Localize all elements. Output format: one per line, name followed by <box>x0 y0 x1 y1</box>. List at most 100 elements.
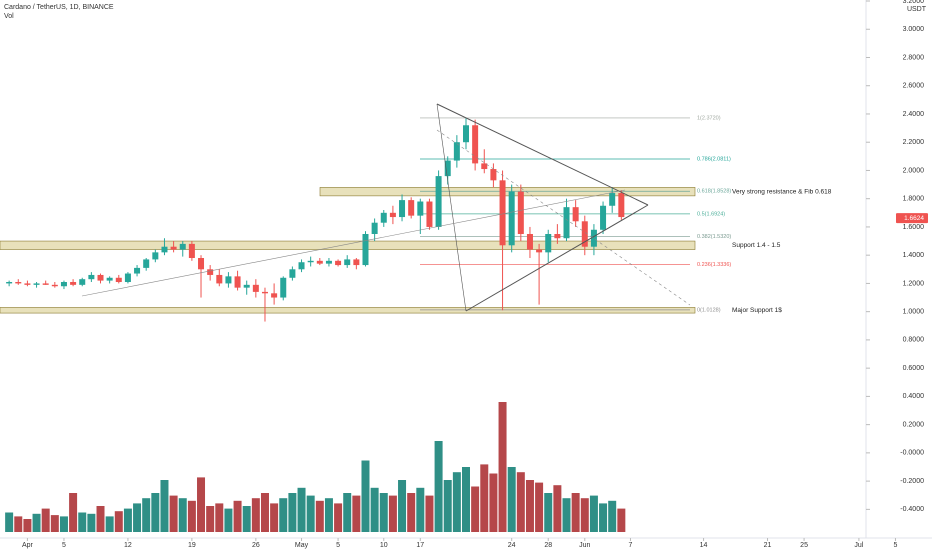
volume-bar <box>133 503 142 532</box>
candle-body <box>143 259 150 268</box>
volume-bar <box>270 503 279 532</box>
volume-bar <box>425 495 434 532</box>
candle-body <box>307 260 314 263</box>
fib-label: 0.236(1.3336) <box>697 262 731 268</box>
x-tick-label: 25 <box>800 542 808 549</box>
candle-body <box>88 274 95 280</box>
candle-body <box>179 243 186 250</box>
candle-body <box>225 276 232 284</box>
candle-body <box>435 176 442 227</box>
volume-bar <box>260 493 269 532</box>
candle-body <box>42 283 49 285</box>
candle-body <box>408 200 415 216</box>
volume-bar <box>142 498 151 532</box>
candle-body <box>581 221 588 247</box>
y-tick-label: 0.4000 <box>903 393 925 400</box>
trend-line <box>81 189 626 297</box>
candle-body <box>499 180 506 246</box>
candle-body <box>79 279 86 285</box>
candle-body <box>298 262 305 270</box>
volume-bar <box>69 493 78 532</box>
candle-body <box>134 267 141 274</box>
volume-bar <box>516 472 525 532</box>
x-tick-label: 14 <box>700 542 708 549</box>
volume-bar <box>178 498 187 532</box>
x-tick-label: 24 <box>508 542 516 549</box>
candle-body <box>15 282 22 284</box>
y-tick-label: 0.2000 <box>903 421 925 428</box>
volume-bar <box>324 498 333 532</box>
volume-bar <box>535 482 544 532</box>
fib-label: 0.786(2.0811) <box>697 156 731 162</box>
volume-bar <box>315 500 324 532</box>
x-tick-label: 5 <box>893 542 897 549</box>
candle-body <box>97 274 104 281</box>
candle-body <box>399 200 406 218</box>
candle-body <box>252 284 259 292</box>
volume-bar <box>462 467 470 532</box>
volume-bar <box>242 506 251 532</box>
zone-label: Support 1.4 - 1.5 <box>732 242 781 249</box>
y-tick-label: -0.4000 <box>900 506 924 513</box>
candle-body <box>618 193 625 218</box>
volume-bar <box>96 506 105 532</box>
candle-body <box>380 212 387 223</box>
candle-body <box>590 229 597 247</box>
volume-bar <box>571 493 580 532</box>
triangle-edge <box>436 103 649 206</box>
volume-bar <box>197 477 206 532</box>
volume-bar <box>352 495 361 532</box>
candle-body <box>280 277 287 298</box>
candle-body <box>490 169 497 181</box>
candle-body <box>106 277 113 281</box>
y-tick-label: -0.2000 <box>900 478 924 485</box>
candle-body <box>70 282 77 285</box>
x-tick-label: 28 <box>544 542 552 549</box>
volume-bar <box>114 511 123 532</box>
y-tick-label: 1.6000 <box>903 224 925 231</box>
y-tick-label: -0.0000 <box>900 450 924 457</box>
candle-body <box>51 284 58 287</box>
fib-label: 0.382(1.5320) <box>697 234 731 240</box>
zone <box>0 307 696 314</box>
fib-label: 0(1.0128) <box>697 307 721 313</box>
volume-bar <box>443 480 452 532</box>
candle-body <box>24 283 31 285</box>
y-tick-label: 2.4000 <box>903 111 925 118</box>
chart-title: Cardano / TetherUS, 1D, BINANCE <box>4 4 114 11</box>
volume-bar <box>480 464 489 532</box>
volume-bar <box>379 493 388 532</box>
y-tick-label: 0.8000 <box>903 337 925 344</box>
candle-body <box>198 258 205 270</box>
volume-bar <box>169 495 178 532</box>
volume-bar <box>361 460 370 532</box>
y-tick-label: 1.2000 <box>903 280 925 287</box>
y-tick-label: 3.2000 <box>903 0 925 5</box>
candle-body <box>453 142 460 161</box>
x-tick-label: Apr <box>22 542 34 549</box>
candle-body <box>188 243 195 259</box>
candle-body <box>481 163 488 170</box>
price-badge-label: 1.6624 <box>904 215 924 222</box>
x-tick-label: 10 <box>380 542 388 549</box>
candle-body <box>600 205 607 230</box>
candle-body <box>472 125 479 164</box>
volume-bar <box>59 516 68 532</box>
candle-body <box>526 233 533 250</box>
x-tick-label: 12 <box>124 542 132 549</box>
candle-body <box>271 293 278 298</box>
volume-bar <box>5 512 14 532</box>
candle-body <box>517 191 524 234</box>
x-tick-label: May <box>295 542 309 549</box>
volume-label: Vol <box>4 13 14 20</box>
volume-bar <box>297 487 306 532</box>
candle-body <box>545 233 552 253</box>
triangle-edge <box>436 103 467 312</box>
volume-bar <box>105 516 114 532</box>
zone <box>319 187 696 197</box>
candle-body <box>161 246 168 253</box>
candle-body <box>554 233 561 239</box>
volume-bar <box>160 480 169 532</box>
candle-body <box>289 269 296 278</box>
